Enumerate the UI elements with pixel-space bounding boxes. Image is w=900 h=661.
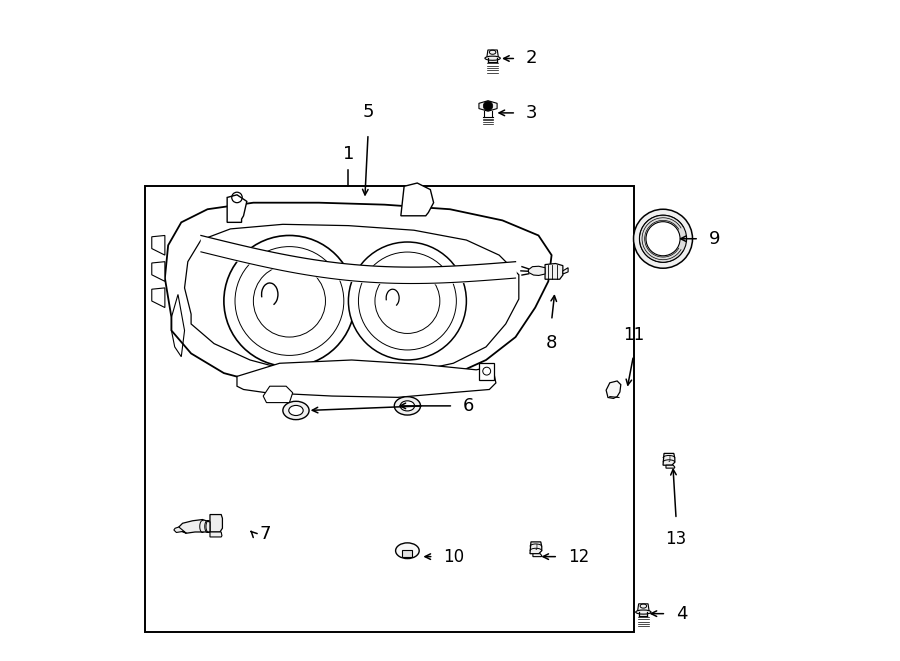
Text: 4: 4 xyxy=(676,605,688,623)
Polygon shape xyxy=(545,264,562,279)
Polygon shape xyxy=(184,224,518,376)
Circle shape xyxy=(348,242,466,360)
Polygon shape xyxy=(487,50,499,58)
Polygon shape xyxy=(528,266,545,276)
Polygon shape xyxy=(210,514,222,532)
Polygon shape xyxy=(152,262,165,282)
Text: 10: 10 xyxy=(444,547,464,566)
Text: 12: 12 xyxy=(568,547,590,566)
Text: 9: 9 xyxy=(709,230,720,248)
Polygon shape xyxy=(174,527,186,533)
Circle shape xyxy=(634,210,692,268)
Polygon shape xyxy=(263,386,293,403)
Bar xyxy=(145,186,634,632)
Polygon shape xyxy=(606,381,621,399)
Polygon shape xyxy=(152,235,165,255)
Text: 13: 13 xyxy=(665,530,687,549)
Polygon shape xyxy=(227,195,247,222)
Text: 6: 6 xyxy=(464,397,474,415)
Ellipse shape xyxy=(635,610,651,614)
Polygon shape xyxy=(530,542,542,554)
Circle shape xyxy=(224,235,355,367)
Text: 1: 1 xyxy=(343,145,354,163)
Text: J: J xyxy=(536,544,537,550)
Circle shape xyxy=(639,215,687,262)
Text: J: J xyxy=(669,455,670,461)
Polygon shape xyxy=(165,203,552,389)
Polygon shape xyxy=(210,532,222,537)
Ellipse shape xyxy=(394,397,420,415)
Text: 2: 2 xyxy=(526,50,537,67)
Polygon shape xyxy=(479,100,497,111)
Text: 5: 5 xyxy=(363,102,374,121)
Text: 7: 7 xyxy=(260,525,272,543)
Text: 8: 8 xyxy=(546,334,557,352)
Polygon shape xyxy=(179,520,210,533)
Ellipse shape xyxy=(485,56,500,60)
Text: 11: 11 xyxy=(623,326,644,344)
Polygon shape xyxy=(152,288,165,307)
Ellipse shape xyxy=(283,401,309,420)
Text: 3: 3 xyxy=(526,104,537,122)
Circle shape xyxy=(646,221,680,256)
Circle shape xyxy=(483,101,492,110)
Polygon shape xyxy=(402,550,412,557)
Polygon shape xyxy=(562,268,568,274)
Ellipse shape xyxy=(289,405,303,416)
Bar xyxy=(480,364,494,379)
Polygon shape xyxy=(400,183,434,215)
Polygon shape xyxy=(663,453,675,465)
Polygon shape xyxy=(237,360,496,397)
Ellipse shape xyxy=(396,543,419,559)
Ellipse shape xyxy=(400,401,415,411)
Polygon shape xyxy=(533,554,542,557)
Polygon shape xyxy=(637,603,649,612)
Polygon shape xyxy=(666,465,675,468)
